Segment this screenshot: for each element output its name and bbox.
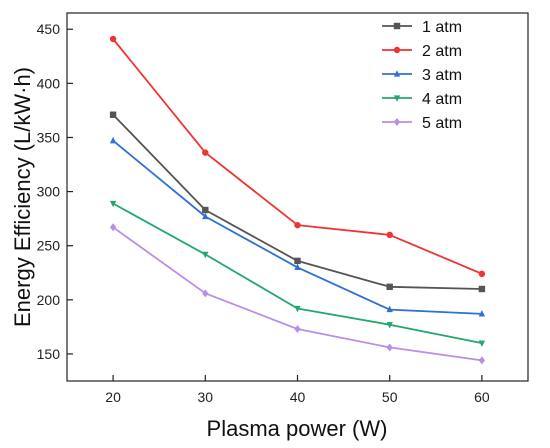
legend-label: 3 atm: [422, 67, 462, 84]
data-point: [109, 200, 117, 208]
legend-marker: [393, 46, 401, 54]
y-tick-label: 200: [37, 292, 61, 308]
data-point: [109, 35, 117, 43]
legend-label: 5 atm: [422, 115, 462, 132]
data-point: [478, 270, 486, 278]
data-point: [202, 149, 209, 156]
series-2-atm: [109, 35, 486, 278]
legend-marker: [393, 118, 401, 126]
y-tick-label: 150: [37, 346, 61, 362]
legend-item: 1 atm: [382, 19, 462, 36]
series-lines: [109, 35, 486, 365]
x-axis-title: Plasma power (W): [207, 416, 388, 441]
y-tick-label: 400: [37, 75, 61, 91]
data-point: [202, 212, 209, 220]
series-1-atm: [109, 111, 486, 293]
y-tick-label: 350: [37, 129, 61, 145]
data-point: [202, 206, 209, 214]
legend-marker: [393, 70, 401, 77]
legend-marker: [393, 22, 401, 30]
x-tick-label: 50: [382, 389, 398, 405]
legend-label: 2 atm: [422, 43, 462, 60]
data-point: [202, 289, 209, 298]
x-tick-label: 20: [105, 389, 121, 405]
data-point: [386, 343, 393, 352]
data-point: [478, 310, 486, 317]
data-point: [294, 325, 301, 334]
data-point: [109, 136, 117, 144]
data-point: [478, 285, 486, 293]
data-point: [294, 257, 301, 265]
legend-item: 5 atm: [382, 115, 462, 132]
data-point: [202, 251, 209, 259]
series-3-atm: [109, 136, 486, 317]
y-tick-label: 250: [37, 238, 61, 254]
legend-label: 1 atm: [422, 19, 462, 36]
series-4-atm: [109, 200, 486, 347]
data-point: [386, 305, 393, 313]
series-5-atm: [109, 223, 486, 365]
data-point: [478, 340, 486, 347]
x-tick-label: 40: [290, 389, 306, 405]
legend: 1 atm 2 atm 3 atm 4 atm 5 atm: [382, 19, 462, 132]
legend-item: 2 atm: [382, 43, 462, 60]
data-point: [478, 356, 486, 365]
data-point: [386, 283, 393, 291]
data-point: [386, 231, 393, 239]
legend-item: 3 atm: [382, 67, 462, 84]
legend-item: 4 atm: [382, 91, 462, 108]
data-point: [109, 223, 117, 232]
y-tick-label: 300: [37, 184, 61, 200]
data-point: [386, 322, 393, 329]
legend-label: 4 atm: [422, 91, 462, 108]
series-line: [112, 226, 483, 362]
data-point: [294, 221, 301, 229]
y-tick-label: 450: [37, 21, 61, 37]
axis-ticks: 20 30 40 50 60 150 200 250 300 350 400 450: [37, 21, 490, 405]
data-point: [294, 305, 301, 313]
x-tick-label: 60: [474, 389, 490, 405]
legend-marker: [393, 95, 401, 102]
data-point: [109, 111, 117, 118]
x-tick-label: 30: [198, 389, 214, 405]
data-point: [294, 263, 301, 270]
y-axis-title: Energy Efficiency (L/kW·h): [10, 67, 35, 327]
